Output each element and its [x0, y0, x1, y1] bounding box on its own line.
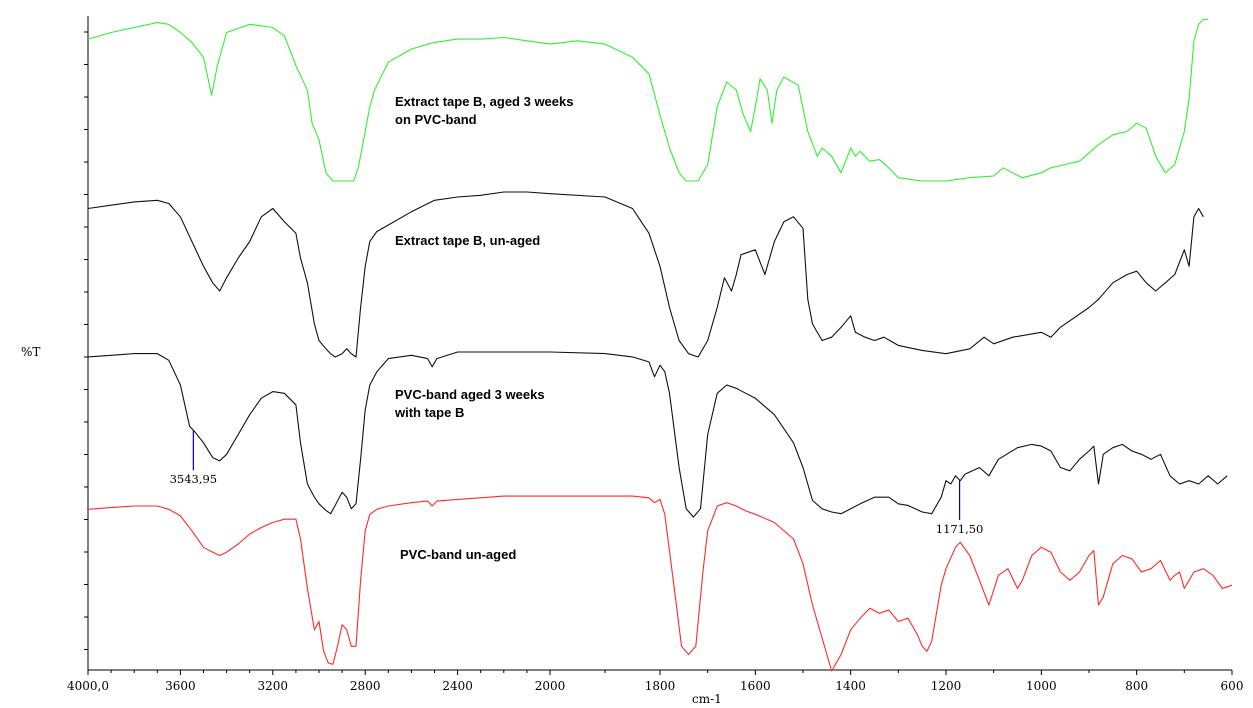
x-tick-label: 1200	[931, 679, 962, 693]
axes: 4000,0 3600 3200 2800 2400 2000 1800 1600 1400 12…	[67, 16, 1243, 693]
spectrum-line	[87, 351, 1228, 518]
x-tick-label: 2000	[535, 679, 566, 693]
series-label: Extract tape B, aged 3 weeks	[395, 94, 573, 109]
spectrum-line	[87, 191, 1204, 358]
series-label: with tape B	[394, 405, 464, 420]
x-tick-label: 600	[1221, 679, 1244, 693]
series-label: Extract tape B, un-aged	[395, 233, 540, 248]
series-labels: Extract tape B, aged 3 weeks on PVC-band E…	[394, 94, 573, 562]
x-tick-label: 3200	[258, 679, 289, 693]
series-label: PVC-band un-aged	[400, 547, 516, 562]
x-tick-label: 800	[1125, 679, 1148, 693]
y-axis-label: %T	[21, 345, 40, 359]
x-tick-label: 2400	[442, 679, 473, 693]
x-tick-label: 4000,0	[67, 679, 109, 693]
x-tick-label: 1000	[1026, 679, 1057, 693]
peak-label: 3543,95	[170, 472, 218, 486]
x-tick-label: 1600	[740, 679, 771, 693]
x-axis-label: cm-1	[692, 692, 722, 706]
series-label: on PVC-band	[395, 112, 477, 127]
x-tick-label: 3600	[165, 679, 196, 693]
series-label: PVC-band aged 3 weeks	[395, 387, 545, 402]
spectra	[87, 18, 1233, 672]
x-tick-label: 1800	[645, 679, 676, 693]
peak-label: 1171,50	[936, 522, 984, 536]
x-tick-label: 1400	[835, 679, 866, 693]
x-tick-label: 2800	[350, 679, 381, 693]
spectrum-line	[87, 495, 1233, 672]
annotations: 3543,95 1171,50	[170, 430, 984, 536]
spectrum-line	[87, 18, 1209, 182]
